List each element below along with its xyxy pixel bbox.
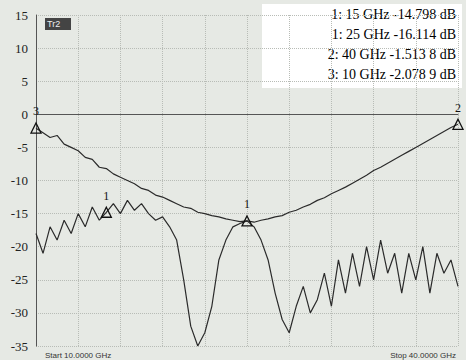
svg-text:-35: -35 xyxy=(11,339,28,354)
svg-text:-30: -30 xyxy=(11,305,28,320)
svg-text:15: 15 xyxy=(15,8,28,23)
svg-text:0: 0 xyxy=(22,107,29,122)
svg-text:2: 40 GHz -1.513 8 dB: 2: 40 GHz -1.513 8 dB xyxy=(327,46,456,62)
svg-text:1: 1 xyxy=(103,189,109,203)
svg-text:1: 15 GHz -14.798 dB: 1: 15 GHz -14.798 dB xyxy=(331,7,456,22)
svg-text:-20: -20 xyxy=(11,239,28,254)
svg-text:Tr2: Tr2 xyxy=(47,19,60,29)
svg-text:-10: -10 xyxy=(11,173,28,188)
svg-text:Stop 40.0000 GHz: Stop 40.0000 GHz xyxy=(390,351,456,360)
svg-text:5: 5 xyxy=(22,74,29,89)
svg-text:3: 3 xyxy=(33,104,39,118)
svg-text:Start 10.0000 GHz: Start 10.0000 GHz xyxy=(45,351,111,360)
svg-text:10: 10 xyxy=(15,41,28,56)
svg-text:1: 25 GHz -16.114 dB: 1: 25 GHz -16.114 dB xyxy=(332,27,456,42)
svg-text:3: 10 GHz -2.078 9 dB: 3: 10 GHz -2.078 9 dB xyxy=(328,67,456,82)
svg-text:-25: -25 xyxy=(11,272,28,287)
svg-text:-15: -15 xyxy=(11,206,28,221)
svg-text:1: 1 xyxy=(244,197,250,211)
svg-text:-5: -5 xyxy=(17,140,28,155)
svg-text:2: 2 xyxy=(455,101,461,115)
